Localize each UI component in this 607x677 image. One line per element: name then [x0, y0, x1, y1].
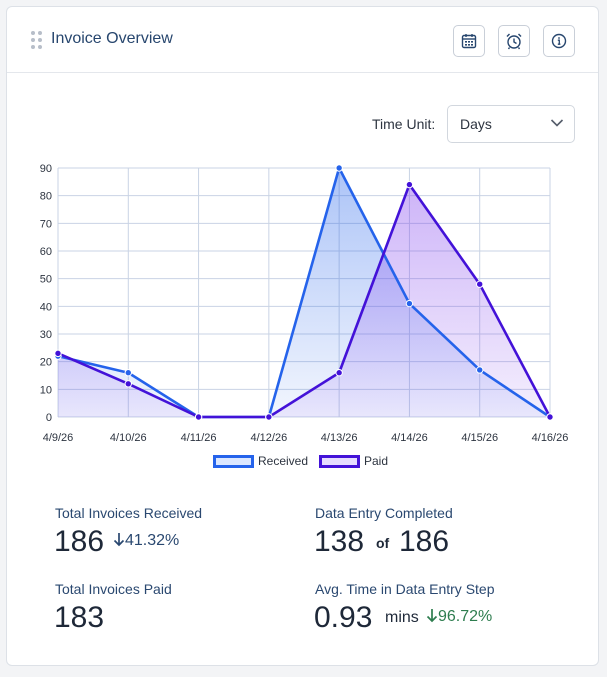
x-tick-label: 4/11/26 — [181, 432, 217, 444]
data-entry-of: of — [376, 535, 390, 551]
legend-label-received: Received — [258, 454, 309, 468]
calendar-icon — [461, 34, 477, 49]
card-title: Invoice Overview — [51, 30, 173, 47]
x-tick-label: 4/15/26 — [461, 432, 498, 444]
x-tick-label: 4/16/26 — [532, 432, 569, 444]
avg-time-label: Avg. Time in Data Entry Step — [315, 581, 495, 597]
total-received-value: 186 — [54, 525, 105, 558]
x-tick-label: 4/12/26 — [251, 432, 288, 444]
avg-time-unit: mins — [385, 609, 419, 626]
avg-time-value: 0.93 — [314, 601, 373, 634]
total-paid-label: Total Invoices Paid — [55, 581, 172, 597]
y-tick-label: 20 — [40, 357, 52, 369]
invoice-overview-card: Invoice Overview — [6, 6, 599, 666]
point-received — [335, 164, 343, 172]
chevron-down-icon — [550, 119, 564, 127]
y-tick-label: 0 — [46, 412, 52, 424]
y-tick-label: 50 — [40, 274, 52, 286]
chart-legend: Received Paid — [7, 454, 598, 474]
x-tick-label: 4/14/26 — [391, 432, 428, 444]
calendar-button[interactable] — [453, 25, 485, 57]
info-button[interactable] — [543, 25, 575, 57]
point-received — [405, 299, 414, 308]
point-paid — [194, 413, 203, 421]
time-unit-label: Time Unit: — [372, 116, 436, 132]
y-tick-label: 60 — [40, 246, 52, 258]
point-paid — [476, 280, 484, 288]
y-tick-label: 90 — [40, 163, 52, 175]
alarm-button[interactable] — [498, 25, 530, 57]
y-tick-label: 40 — [40, 301, 52, 313]
y-tick-label: 30 — [40, 329, 52, 341]
arrow-down-icon — [426, 609, 438, 623]
line-received — [57, 166, 551, 419]
line-paid — [57, 183, 552, 419]
total-paid-value: 183 — [54, 601, 105, 634]
point-received — [476, 366, 484, 374]
card-header: Invoice Overview — [7, 7, 598, 73]
time-unit-select[interactable]: Days — [447, 105, 575, 143]
legend-label-paid: Paid — [364, 454, 389, 468]
legend-swatch-paid — [319, 454, 360, 468]
point-paid — [54, 349, 62, 358]
x-tick-label: 4/13/26 — [321, 432, 358, 444]
data-entry-label: Data Entry Completed — [315, 505, 453, 521]
area-paid — [58, 184, 550, 417]
point-paid — [335, 369, 343, 377]
legend-swatch-received — [213, 454, 254, 468]
arrow-down-icon — [113, 533, 125, 547]
legend-item-paid[interactable]: Paid — [319, 454, 388, 468]
avg-time-delta: 96.72% — [426, 608, 492, 626]
data-entry-done: 138 — [314, 525, 365, 558]
point-paid — [405, 180, 414, 189]
alarm-clock-icon — [506, 33, 522, 50]
legend-item-received[interactable]: Received — [213, 454, 308, 468]
point-paid — [546, 413, 554, 421]
point-paid — [265, 413, 273, 421]
y-tick-label: 10 — [40, 384, 52, 396]
time-unit-value: Days — [460, 116, 492, 132]
total-received-label: Total Invoices Received — [55, 505, 203, 521]
total-received-delta: 41.32% — [113, 532, 179, 550]
y-tick-label: 70 — [40, 218, 52, 230]
y-tick-label: 80 — [40, 191, 52, 203]
info-icon — [551, 33, 567, 49]
invoice-area-chart: 0 10 20 30 40 50 60 70 80 90 4/9/26 4/10/26 4/11/26 4… — [40, 163, 569, 444]
point-received — [124, 369, 132, 377]
drag-handle-icon[interactable] — [31, 31, 43, 53]
x-tick-label: 4/9/26 — [43, 432, 74, 444]
x-tick-label: 4/10/26 — [110, 432, 147, 444]
point-paid — [124, 380, 132, 388]
data-entry-total: 186 — [399, 525, 450, 558]
